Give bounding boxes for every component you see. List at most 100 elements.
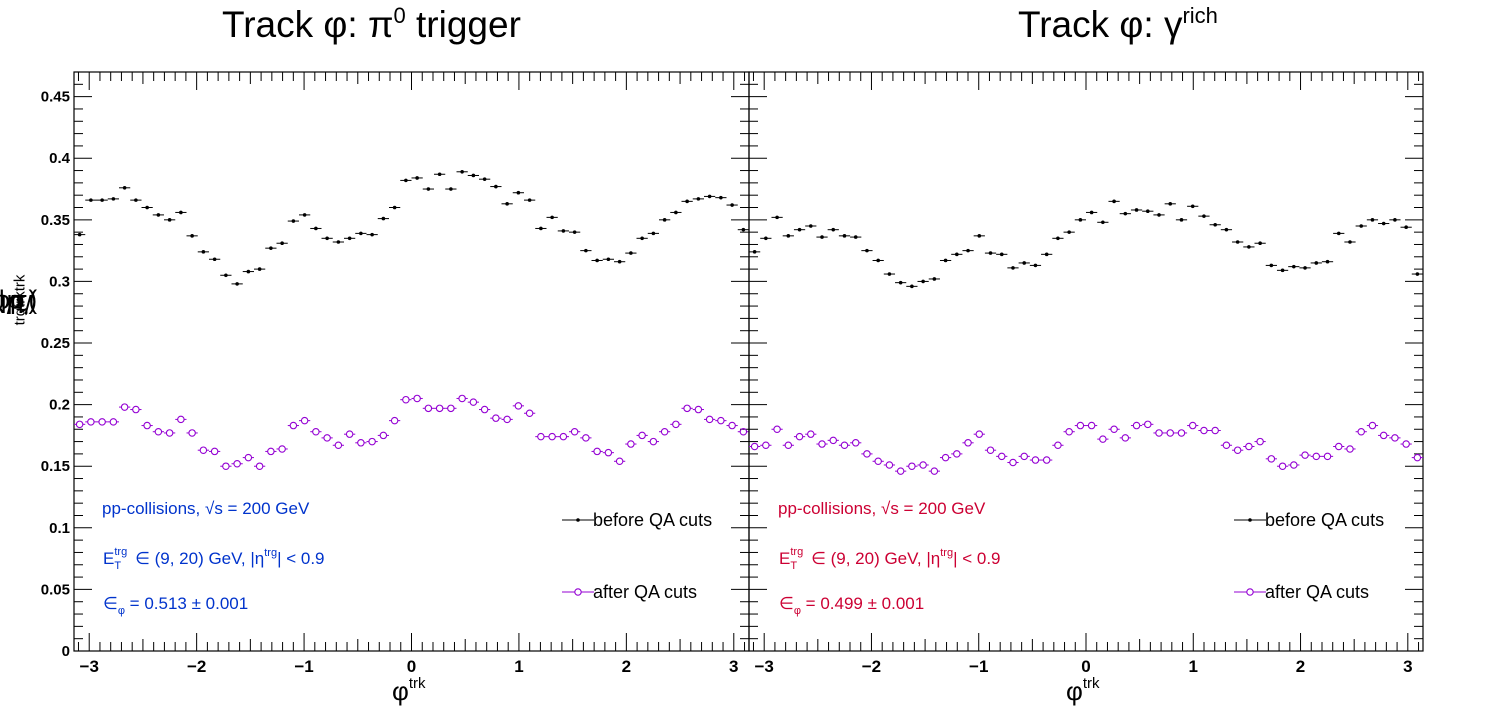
after-point <box>334 441 343 450</box>
before-point <box>1280 268 1285 273</box>
before-point <box>943 258 948 263</box>
after-point <box>109 418 118 426</box>
before-point <box>111 197 116 201</box>
y-tick-label: 0.4 <box>49 150 71 167</box>
before-point <box>1336 231 1341 236</box>
before-point <box>606 257 611 262</box>
before-point <box>201 250 206 254</box>
after-point <box>525 409 534 417</box>
x-tick-label: −2 <box>862 657 881 676</box>
after-point <box>851 439 860 447</box>
before-point <box>898 280 903 285</box>
after-point <box>559 432 568 441</box>
before-point <box>257 267 262 271</box>
before-point <box>156 213 161 217</box>
before-point <box>584 248 588 253</box>
after-point <box>840 441 849 450</box>
before-point <box>786 234 791 238</box>
before-point <box>1235 240 1240 244</box>
after-point <box>1391 434 1399 442</box>
after-point <box>357 439 365 447</box>
after-point <box>795 432 804 441</box>
after-point <box>300 416 309 425</box>
before-point <box>392 205 397 210</box>
legend-after-marker <box>574 588 582 596</box>
before-point <box>1179 218 1184 222</box>
before-point <box>617 259 622 264</box>
x-axis-title-right: φtrk <box>1066 675 1100 706</box>
after-point <box>492 414 500 422</box>
after-point <box>717 416 725 425</box>
before-point <box>696 197 701 201</box>
after-point <box>132 405 140 414</box>
before-point <box>291 219 296 223</box>
after-point <box>98 418 106 426</box>
after-point <box>165 429 174 437</box>
before-point <box>471 173 476 178</box>
before-point <box>1168 202 1173 206</box>
legend-before-label-left: before QA cuts <box>593 510 713 530</box>
after-point <box>1379 431 1388 440</box>
after-point <box>1346 445 1354 453</box>
after-point <box>424 404 433 413</box>
before-point <box>730 203 734 207</box>
after-point <box>986 446 995 454</box>
x-tick-label: −2 <box>187 657 206 676</box>
before-point <box>1044 252 1049 257</box>
before-point <box>1359 224 1364 228</box>
after-point <box>1222 441 1231 450</box>
info-collisions-right: pp-collisions, √s = 200 GeV <box>778 499 986 518</box>
before-point <box>482 177 487 181</box>
before-point <box>359 231 363 236</box>
before-point <box>966 248 970 253</box>
before-point <box>910 284 914 289</box>
before-point <box>1112 199 1116 204</box>
before-point <box>1202 214 1206 218</box>
before-point <box>1258 241 1262 246</box>
after-point <box>244 453 253 462</box>
after-point <box>379 431 388 440</box>
x-tick-label: 3 <box>1403 657 1412 676</box>
after-point <box>1290 461 1298 469</box>
before-point <box>932 277 937 281</box>
after-point <box>537 432 545 441</box>
after-point <box>975 430 984 438</box>
legend-after-label-right: after QA cuts <box>1265 582 1370 602</box>
after-point <box>402 395 410 404</box>
before-point <box>89 198 93 202</box>
y-tick-label: 0 <box>62 643 70 660</box>
info-efficiency-left: ∈φ = 0.513 ± 0.001 <box>103 594 249 617</box>
before-point <box>764 236 768 241</box>
after-point <box>896 467 905 475</box>
after-point <box>773 425 781 434</box>
after-point <box>1076 421 1085 430</box>
before-point <box>921 279 925 284</box>
after-point <box>1009 458 1017 467</box>
before-point <box>1033 263 1038 268</box>
before-point <box>572 230 577 234</box>
after-point <box>604 448 613 457</box>
after-point <box>177 415 185 424</box>
before-point <box>314 226 318 231</box>
before-point <box>1190 204 1195 209</box>
after-point <box>1323 452 1332 461</box>
after-point <box>1087 421 1096 430</box>
after-point <box>1132 421 1141 430</box>
x-tick-label: 2 <box>622 657 631 676</box>
before-point <box>1157 213 1161 217</box>
y-tick-label: 0.2 <box>49 397 70 414</box>
before-point <box>145 205 149 210</box>
before-point <box>1325 259 1330 264</box>
legend-before-marker <box>576 518 580 522</box>
after-point <box>964 439 972 447</box>
before-point <box>1123 211 1128 216</box>
after-point <box>188 429 196 437</box>
after-point <box>278 445 286 453</box>
after-point <box>368 437 376 446</box>
after-point <box>1368 421 1377 430</box>
after-point <box>570 427 579 436</box>
after-point <box>143 421 151 430</box>
after-point <box>435 404 444 413</box>
before-point <box>224 273 228 278</box>
